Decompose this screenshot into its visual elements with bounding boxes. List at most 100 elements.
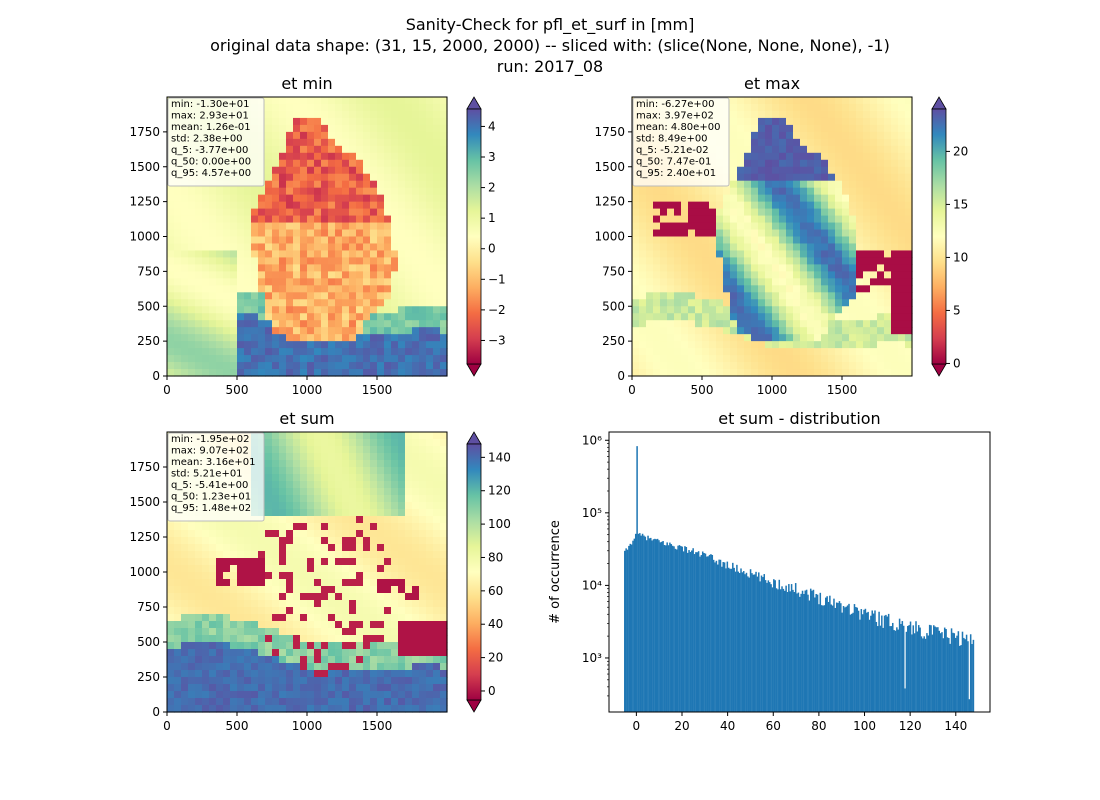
histogram-bar <box>633 538 636 712</box>
et-sum-stat-line: max: 9.07e+02 <box>171 446 249 457</box>
histogram-bar <box>721 566 723 712</box>
et-sum-x-tick-label: 500 <box>226 719 249 733</box>
et-max-stat-line: q_5: -5.21e-02 <box>636 145 709 156</box>
histogram-bar <box>800 593 802 712</box>
histogram-bar <box>737 571 740 712</box>
histogram-bar <box>900 623 902 712</box>
histogram-bar <box>931 634 934 712</box>
histogram-bar <box>913 633 916 712</box>
et-sum-y-tick-label: 250 <box>137 670 160 684</box>
histogram-bar <box>790 584 793 712</box>
et-sum-y-tick-label: 1750 <box>129 460 160 474</box>
et-sum-stats-box-background <box>167 432 265 522</box>
histogram-bar <box>671 545 674 712</box>
histogram-bar <box>764 580 767 712</box>
histogram-y-tick-label: 10³ <box>582 651 602 665</box>
histogram-bar <box>861 614 864 712</box>
histogram-bar <box>684 546 686 712</box>
histogram-bar <box>628 545 630 712</box>
histogram-bar <box>799 596 801 712</box>
histogram-bar <box>774 580 776 712</box>
et-sum-y-tick-label: 1000 <box>129 565 160 579</box>
histogram-bar <box>825 597 827 712</box>
histogram-bar <box>949 643 951 712</box>
histogram-bar <box>691 550 693 712</box>
histogram-bar <box>648 538 651 712</box>
et-min-stat-line: q_95: 4.57e+00 <box>171 168 251 179</box>
histogram-bar <box>677 545 679 712</box>
histogram-bar <box>651 540 653 712</box>
histogram-bar <box>741 572 744 712</box>
histogram-bar <box>756 576 759 712</box>
histogram-bar <box>632 540 634 712</box>
et-min-y-tick-label: 1250 <box>129 195 160 209</box>
histogram-bar <box>626 549 629 712</box>
histogram-bar <box>733 567 735 712</box>
histogram-bar <box>805 589 808 712</box>
histogram-bar <box>934 626 936 712</box>
et-sum-x-tick-label: 0 <box>163 719 171 733</box>
histogram-bar <box>729 568 731 712</box>
et-max-stats-box-background <box>632 97 730 187</box>
histogram-bar <box>870 615 872 712</box>
histogram-bar <box>748 577 750 712</box>
histogram-bar <box>908 625 910 712</box>
histogram-bar <box>939 633 942 712</box>
histogram-bar <box>745 572 748 712</box>
et-max-stat-line: max: 3.97e+02 <box>636 111 714 122</box>
panel-et-min: et min 0 500 1000 1500 0 250 500 750 1000 1250 1500… <box>129 74 505 397</box>
et-max-y-tick-label: 1500 <box>594 160 625 174</box>
histogram-bar <box>779 589 782 712</box>
et-max-stat-line: min: -6.27e+00 <box>636 99 715 110</box>
et-max-title: et max <box>744 74 800 93</box>
et-max-y-tick-label: 500 <box>602 299 625 313</box>
histogram-bar <box>915 621 917 712</box>
histogram-bar <box>783 590 786 712</box>
et-max-colorbar: 0 5 10 15 20 <box>931 96 968 377</box>
histogram-bar <box>878 611 880 712</box>
histogram-bar <box>699 556 701 712</box>
et-min-colorbar-tick-label: −1 <box>488 272 506 286</box>
histogram-bar <box>894 630 897 712</box>
histogram-bar <box>920 636 923 712</box>
histogram-bar <box>896 627 898 712</box>
histogram-bar <box>833 598 835 712</box>
et-sum-colorbar-tick-label: 60 <box>488 584 503 598</box>
histogram-bar <box>864 608 867 712</box>
histogram-bar <box>673 546 675 712</box>
histogram-bar <box>654 538 656 712</box>
histogram-bar <box>707 556 709 712</box>
histogram-bar <box>670 544 673 712</box>
histogram-bar <box>696 552 699 712</box>
et-min-y-tick-label: 750 <box>137 264 160 278</box>
histogram-bar <box>953 633 956 712</box>
histogram-bar <box>968 699 971 712</box>
et-sum-colorbar-tick-label: 0 <box>488 684 496 698</box>
histogram-bar <box>874 610 876 712</box>
histogram-bar <box>834 607 837 712</box>
et-sum-y-tick-label: 1250 <box>129 530 160 544</box>
et-max-colorbar-gradient <box>931 108 947 365</box>
histogram-bar <box>964 639 966 712</box>
histogram-bar <box>844 607 846 712</box>
histogram-bar <box>916 631 919 712</box>
et-max-x-tick-label: 0 <box>628 383 636 397</box>
et-min-stat-line: max: 2.93e+01 <box>171 111 249 122</box>
histogram-bar <box>725 568 727 712</box>
histogram-bar <box>886 616 889 712</box>
histogram-bar <box>928 624 931 712</box>
histogram-bar <box>827 601 830 712</box>
histogram-bar <box>816 594 819 712</box>
histogram-y-tick-label: 10⁴ <box>582 578 602 592</box>
histogram-bar <box>727 567 730 712</box>
histogram-bar <box>734 571 737 712</box>
et-sum-colorbar-extend-min <box>466 699 482 713</box>
histogram-bar <box>856 607 858 712</box>
histogram-x-tick-label: 60 <box>766 719 781 733</box>
histogram-bar <box>826 596 828 712</box>
histogram-bar <box>682 551 685 712</box>
histogram-bar <box>656 538 659 712</box>
histogram-bar <box>768 582 771 712</box>
